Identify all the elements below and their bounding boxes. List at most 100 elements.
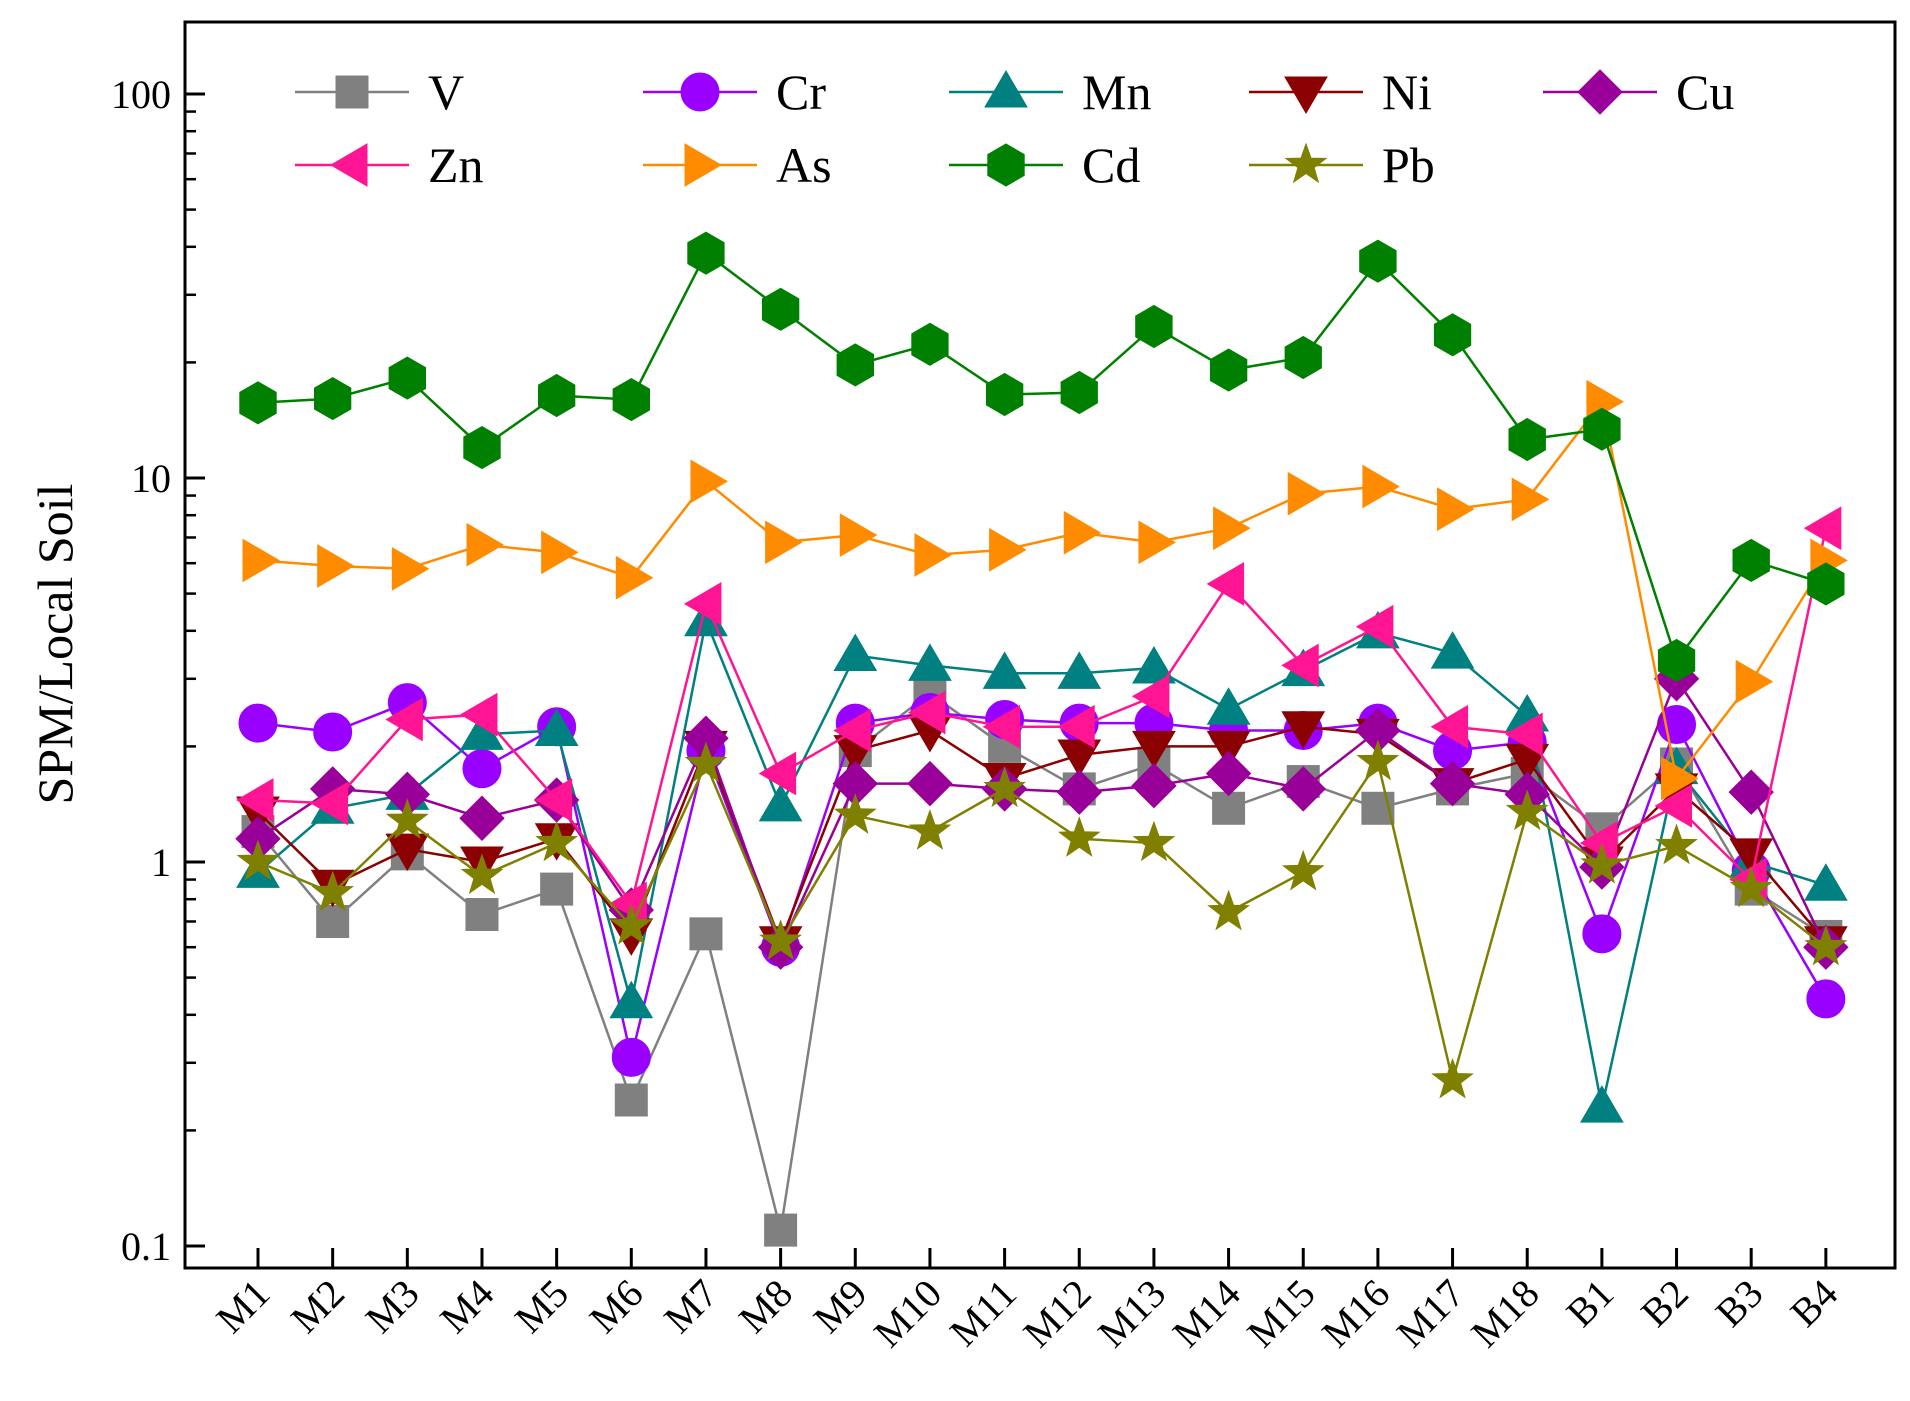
data-point-as-m1 xyxy=(242,538,280,583)
data-point-v-m6 xyxy=(614,1083,648,1117)
x-tick-label-b4: B4 xyxy=(1781,1271,1846,1336)
data-point-pb-m17 xyxy=(1431,1057,1474,1099)
legend-item-v: V xyxy=(295,64,464,120)
data-point-cr-b1 xyxy=(1582,914,1622,954)
y-tick-label: 100 xyxy=(111,72,171,117)
data-point-zn-m14 xyxy=(1206,562,1245,606)
data-point-cd-b1 xyxy=(1583,407,1621,451)
legend-marker-mn xyxy=(984,70,1028,108)
data-point-ni-b3 xyxy=(1729,838,1774,876)
data-point-zn-b2 xyxy=(1654,784,1693,828)
data-point-ni-m15 xyxy=(1281,711,1326,749)
data-point-cd-b4 xyxy=(1807,562,1845,606)
legend-marker-ni xyxy=(1284,76,1328,114)
data-point-zn-m5 xyxy=(534,778,573,822)
data-point-mn-m5 xyxy=(534,708,579,747)
legend-label-cr: Cr xyxy=(776,64,826,120)
data-point-as-m15 xyxy=(1287,471,1326,516)
data-point-v-m8 xyxy=(764,1213,798,1247)
data-point-as-m13 xyxy=(1138,520,1176,565)
data-point-mn-m9 xyxy=(833,633,878,671)
series-line-cu xyxy=(257,676,1828,951)
data-point-as-m17 xyxy=(1437,487,1475,531)
data-point-cu-m14 xyxy=(1205,750,1252,797)
data-point-as-m6 xyxy=(615,555,654,600)
data-point-cu-m12 xyxy=(1056,769,1102,815)
data-point-v-m4 xyxy=(465,897,499,931)
data-point-cd-m13 xyxy=(1135,304,1173,349)
data-point-cd-m4 xyxy=(463,426,501,470)
legend-marker-as xyxy=(684,143,722,187)
legend-item-ni: Ni xyxy=(1249,64,1432,120)
data-point-pb-m4 xyxy=(460,853,504,895)
data-point-cd-m3 xyxy=(388,356,426,400)
data-point-pb-m1 xyxy=(236,839,280,881)
legend-item-zn: Zn xyxy=(295,137,484,193)
data-point-cd-m14 xyxy=(1209,348,1248,392)
data-point-as-m2 xyxy=(317,544,355,588)
x-tick-label-m15: M15 xyxy=(1238,1271,1323,1356)
data-point-ni-m12 xyxy=(1057,739,1102,777)
data-point-pb-m14 xyxy=(1207,889,1251,931)
x-axis: M1 M2 M3 M4 M5 M6 M7 M8 M9M10M11M12M13M14M15M16M… xyxy=(207,1248,1846,1356)
series-group xyxy=(235,231,1849,1247)
data-point-mn-b4 xyxy=(1803,863,1848,901)
data-point-mn-m6 xyxy=(609,980,654,1019)
data-point-v-m5 xyxy=(540,872,574,906)
data-point-zn-m16 xyxy=(1355,604,1394,649)
x-tick-label-m16: M16 xyxy=(1313,1271,1398,1356)
data-point-as-m12 xyxy=(1063,510,1102,555)
legend-marker-v xyxy=(335,75,369,109)
legend-item-cd: Cd xyxy=(949,137,1140,193)
x-tick-label-m18: M18 xyxy=(1462,1271,1547,1356)
data-point-cu-m4 xyxy=(459,795,505,841)
data-point-cu-m10 xyxy=(907,760,953,807)
series-pb xyxy=(236,739,1848,1099)
x-tick-label-b2: B2 xyxy=(1632,1271,1697,1336)
data-point-zn-m3 xyxy=(385,697,423,742)
data-point-ni-m3 xyxy=(385,833,430,872)
data-point-as-m14 xyxy=(1213,506,1251,551)
data-point-mn-m14 xyxy=(1206,687,1251,725)
data-point-zn-m13 xyxy=(1131,674,1170,719)
legend-marker-cr xyxy=(680,72,720,112)
x-tick-label-b3: B3 xyxy=(1707,1271,1772,1336)
series-line-zn xyxy=(257,527,1828,907)
legend-label-ni: Ni xyxy=(1382,64,1432,120)
data-point-pb-m7 xyxy=(684,741,728,783)
data-point-ni-m14 xyxy=(1206,730,1251,769)
series-line-mn xyxy=(257,616,1827,1108)
data-point-cd-m18 xyxy=(1508,417,1546,462)
y-axis: 0.1 1 10 100 xyxy=(111,72,205,1269)
data-point-pb-b3 xyxy=(1729,866,1773,908)
data-point-cd-m2 xyxy=(314,377,352,421)
data-point-ni-m13 xyxy=(1132,730,1176,769)
y-tick-label: 0.1 xyxy=(121,1224,171,1269)
legend-item-mn: Mn xyxy=(949,64,1151,120)
data-point-zn-m4 xyxy=(459,692,498,737)
data-point-zn-m15 xyxy=(1281,643,1319,688)
data-point-pb-b1 xyxy=(1580,842,1624,884)
x-tick-label-m2: M2 xyxy=(282,1271,353,1342)
data-point-cd-m7 xyxy=(687,231,725,275)
legend-marker-zn xyxy=(330,143,368,187)
data-point-cd-m5 xyxy=(538,373,576,418)
series-line-as xyxy=(257,398,1827,782)
plot-frame xyxy=(183,20,1897,1270)
data-point-pb-m9 xyxy=(833,793,877,834)
x-tick-label-m3: M3 xyxy=(357,1271,428,1342)
x-tick-label-m1: M1 xyxy=(207,1271,278,1342)
data-point-mn-m10 xyxy=(908,643,952,681)
data-point-v-m14 xyxy=(1212,791,1246,825)
data-point-pb-m15 xyxy=(1281,849,1325,891)
legend-item-cu: Cu xyxy=(1543,64,1734,120)
data-point-pb-m11 xyxy=(983,766,1027,808)
data-point-v-m2 xyxy=(316,904,350,938)
data-point-pb-m3 xyxy=(385,798,429,840)
data-point-pb-m6 xyxy=(609,903,653,945)
series-line-pb xyxy=(257,759,1827,1081)
data-point-pb-m16 xyxy=(1356,739,1400,781)
data-point-pb-m12 xyxy=(1057,816,1101,857)
data-point-cd-m17 xyxy=(1433,313,1472,357)
